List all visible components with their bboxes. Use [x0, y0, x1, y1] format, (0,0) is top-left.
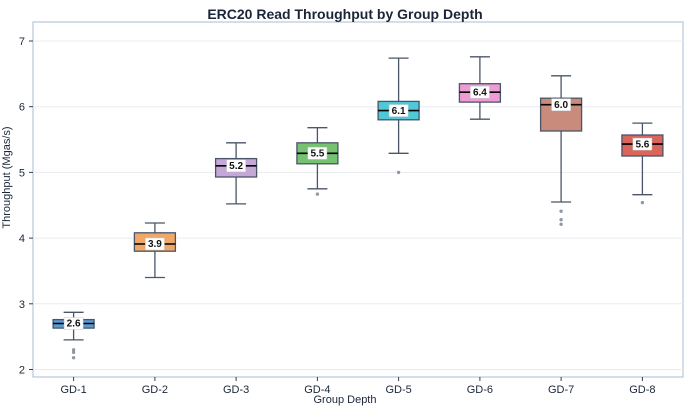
svg-text:6.4: 6.4 [473, 87, 487, 98]
svg-text:5.6: 5.6 [635, 139, 649, 150]
svg-text:5.5: 5.5 [310, 149, 324, 160]
svg-text:7: 7 [19, 36, 25, 48]
svg-text:6.1: 6.1 [392, 106, 406, 117]
svg-text:6: 6 [19, 102, 25, 114]
svg-text:3.9: 3.9 [148, 239, 162, 250]
svg-text:4: 4 [19, 233, 25, 245]
svg-text:6.0: 6.0 [554, 100, 568, 111]
svg-text:5.2: 5.2 [229, 161, 243, 172]
svg-text:5: 5 [19, 167, 25, 179]
svg-text:3: 3 [19, 299, 25, 311]
svg-text:2: 2 [19, 365, 25, 377]
svg-text:2.6: 2.6 [67, 319, 81, 330]
